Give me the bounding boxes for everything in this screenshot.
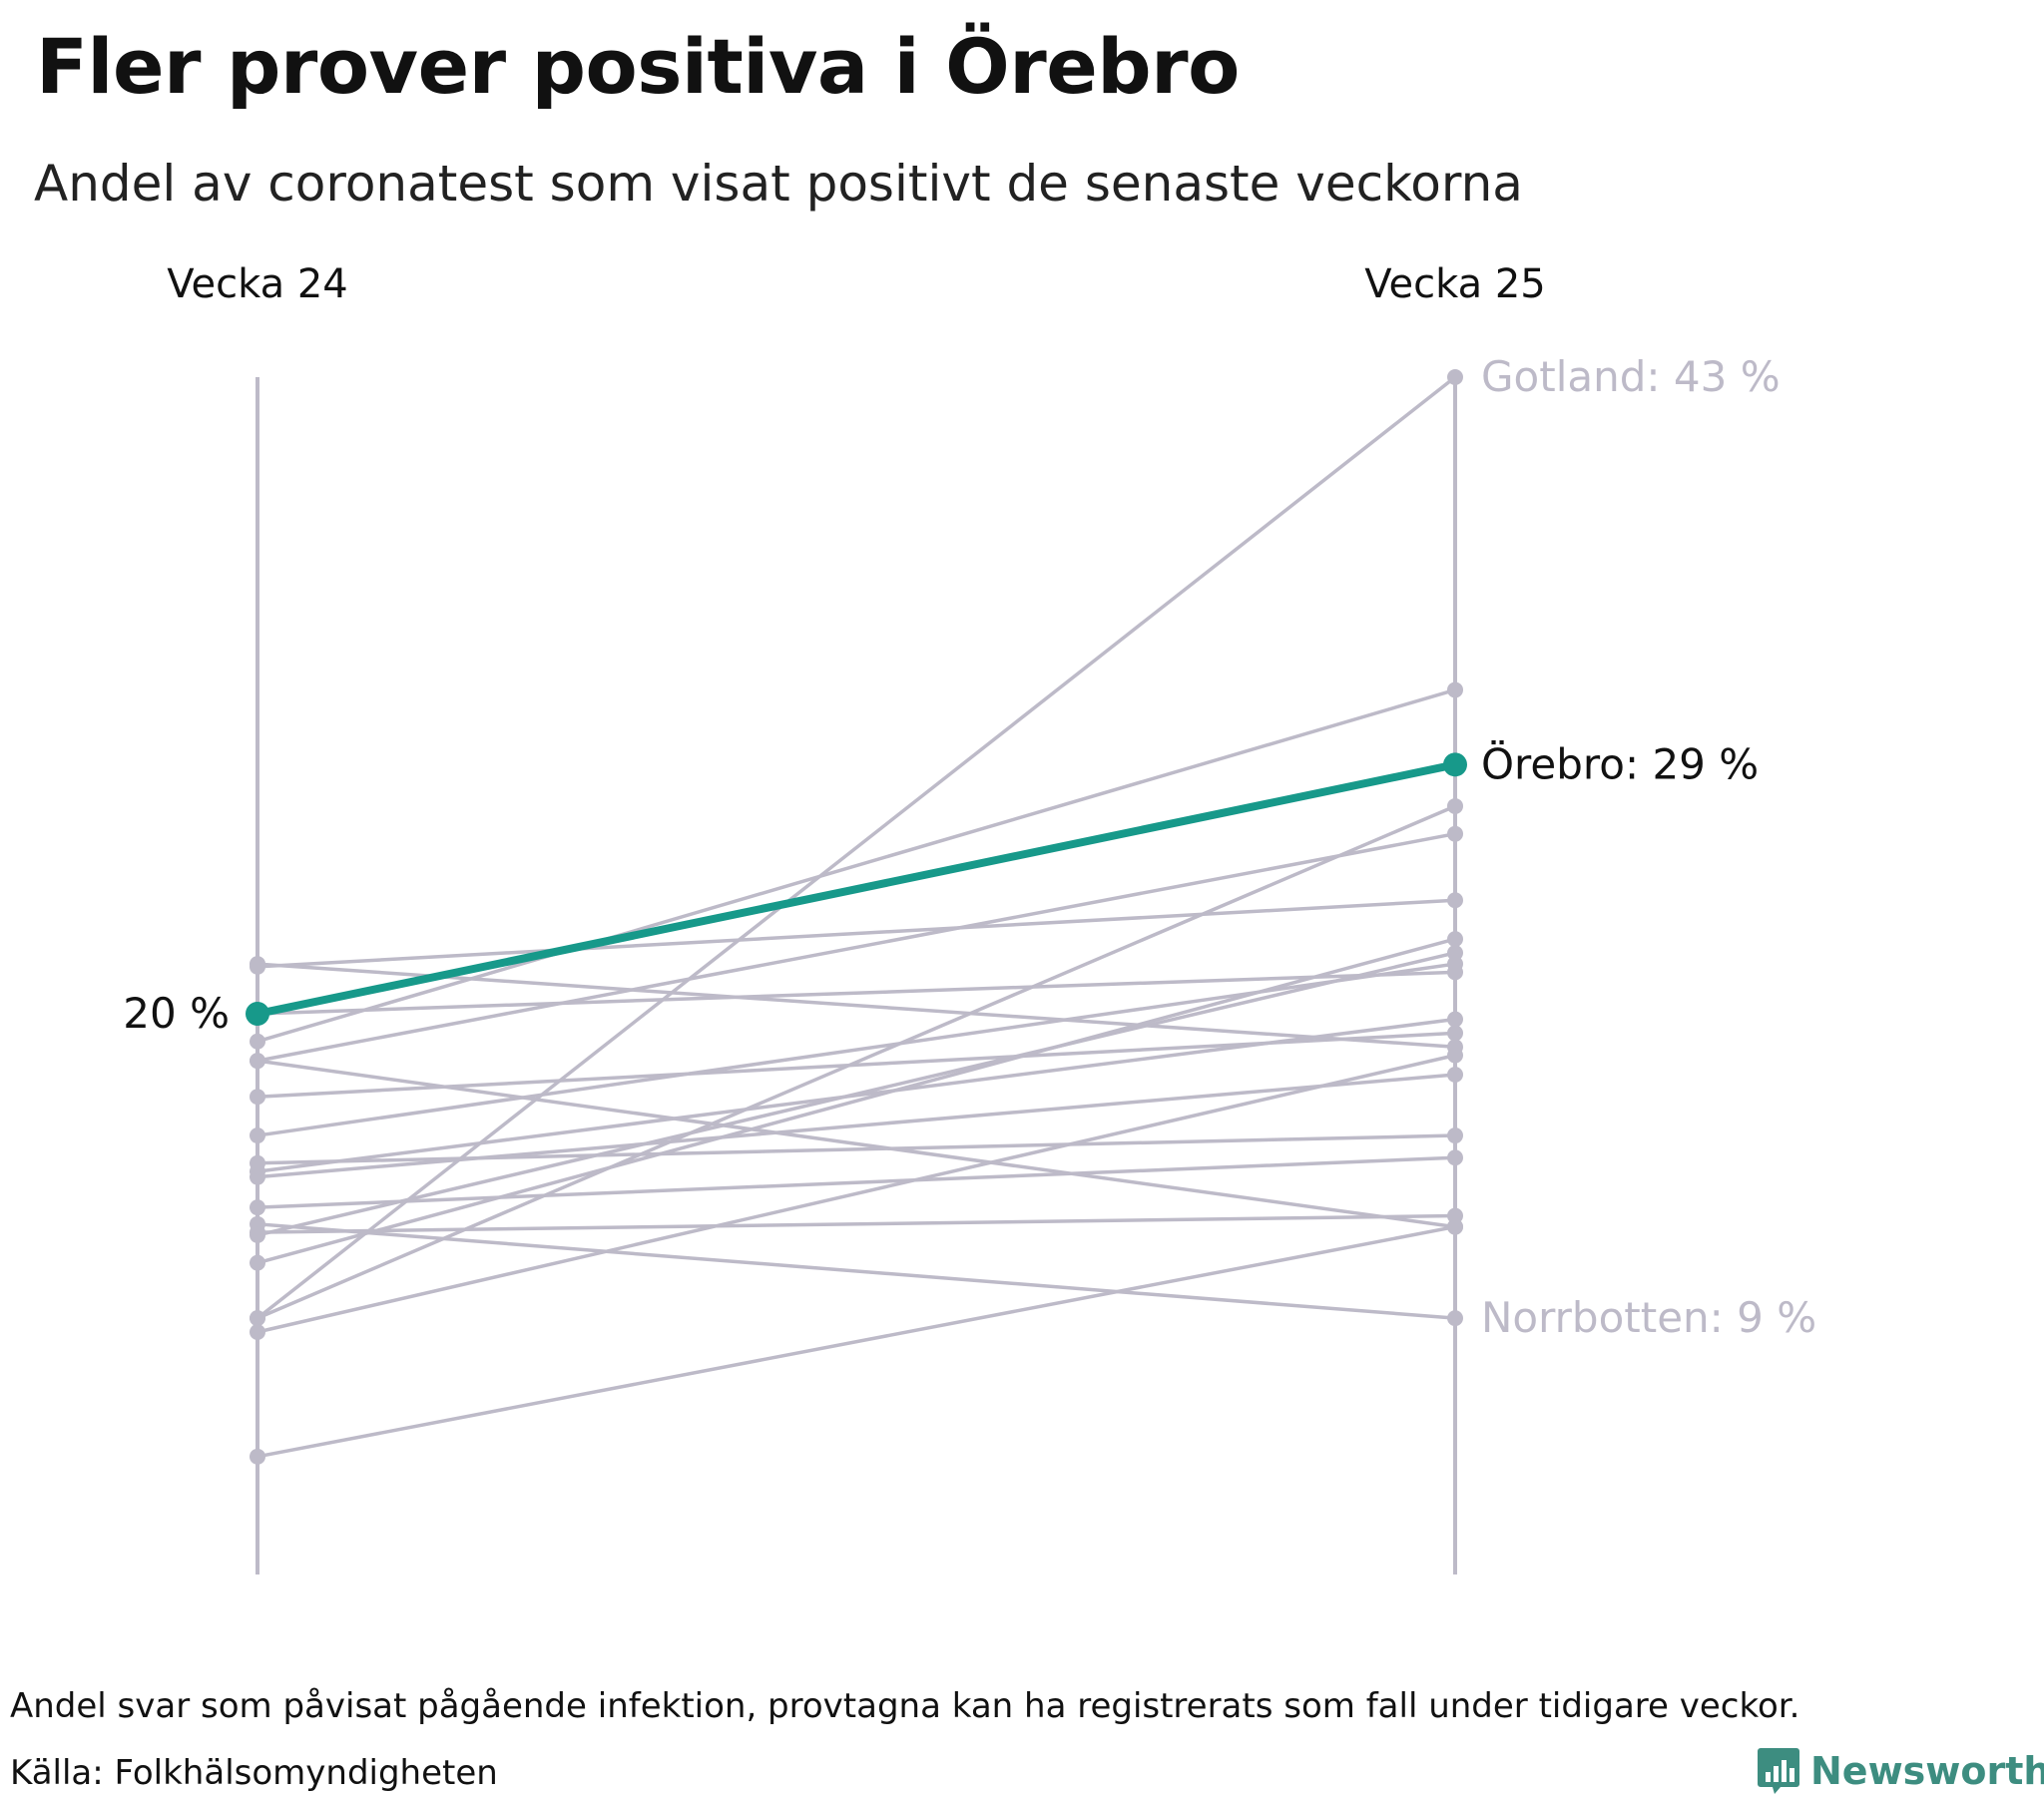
series-point-end <box>1447 1218 1463 1235</box>
axis-label-1: Vecka 24 <box>167 261 347 307</box>
chart-title: Fler prover positiva i Örebro <box>36 22 1240 111</box>
series-point-end <box>1447 1207 1463 1224</box>
chart-subtitle: Andel av coronatest som visat positivt d… <box>34 155 1523 213</box>
series-line <box>256 1059 1456 1229</box>
series-point-end <box>1447 1310 1463 1327</box>
footnote: Andel svar som påvisat pågående infektio… <box>10 1686 1800 1726</box>
series-point-end <box>1447 964 1463 981</box>
series-point-end <box>1447 825 1463 842</box>
source-note: Källa: Folkhälsomyndigheten <box>10 1753 498 1793</box>
series-point-end <box>1447 797 1463 814</box>
data-label: Gotland: 43 % <box>1481 352 1781 401</box>
series-line <box>256 1224 1456 1459</box>
highlight-point-start <box>246 1002 269 1026</box>
series-line <box>256 687 1456 1044</box>
series-point-start <box>250 1168 265 1185</box>
series-point-start <box>250 1033 265 1050</box>
series-line <box>256 898 1456 969</box>
series-point-start <box>250 1089 265 1106</box>
series-line <box>256 962 1456 1050</box>
series-point-end <box>1447 681 1463 698</box>
series-line <box>256 1073 1456 1179</box>
series-point-start <box>250 1254 265 1271</box>
series-point-end <box>1447 1067 1463 1084</box>
series-line <box>256 1155 1456 1209</box>
series-point-end <box>1447 1149 1463 1166</box>
series-line <box>256 1222 1456 1320</box>
brand-name: Newsworthy <box>1810 1749 2044 1793</box>
labels: Gotland: 43 % Örebro: 29 % Norrbotten: 9 %… <box>123 352 1816 1342</box>
series-point-start <box>250 1226 265 1243</box>
highlight-series <box>246 752 1467 1026</box>
brand-logo: Newsworthy <box>1757 1746 2044 1796</box>
series-line <box>256 937 1456 1265</box>
axes: Vecka 24 Vecka 25 <box>167 261 1546 1574</box>
series-line <box>256 1213 1456 1234</box>
data-label: Örebro: 29 % <box>1481 738 1759 788</box>
series-point-end <box>1447 944 1463 961</box>
data-label: 20 % <box>123 989 230 1038</box>
series-line <box>256 831 1456 1063</box>
series-point-end <box>1447 369 1463 385</box>
series-line <box>256 1053 1456 1334</box>
bar-chart-icon <box>1758 1748 1799 1794</box>
series-point-end <box>1447 1025 1463 1042</box>
highlight-point-end <box>1443 752 1467 777</box>
axis-label-2: Vecka 25 <box>1364 261 1545 307</box>
series-point-start <box>250 1053 265 1070</box>
series-point-start <box>250 956 265 973</box>
series-line <box>256 804 1456 1320</box>
series-line <box>256 375 1457 1320</box>
series-point-start <box>250 1127 265 1144</box>
series-lines <box>250 369 1463 1465</box>
highlight-line <box>254 760 1459 1018</box>
series-point-end <box>1447 1011 1463 1028</box>
series-line <box>256 951 1456 1237</box>
series-point-end <box>1447 931 1463 948</box>
series-point-end <box>1447 1039 1463 1056</box>
slope-chart: Vecka 24 Vecka 25 Gotland: 43 % Örebro: 29… <box>123 261 1816 1574</box>
series-line <box>256 970 1456 1016</box>
data-label: Norrbotten: 9 % <box>1481 1293 1816 1342</box>
series-point-start <box>250 1310 265 1327</box>
series-point-end <box>1447 1127 1463 1144</box>
series-point-start <box>250 1199 265 1216</box>
series-point-start <box>250 1324 265 1340</box>
series-point-start <box>250 1448 265 1465</box>
series-point-end <box>1447 892 1463 909</box>
